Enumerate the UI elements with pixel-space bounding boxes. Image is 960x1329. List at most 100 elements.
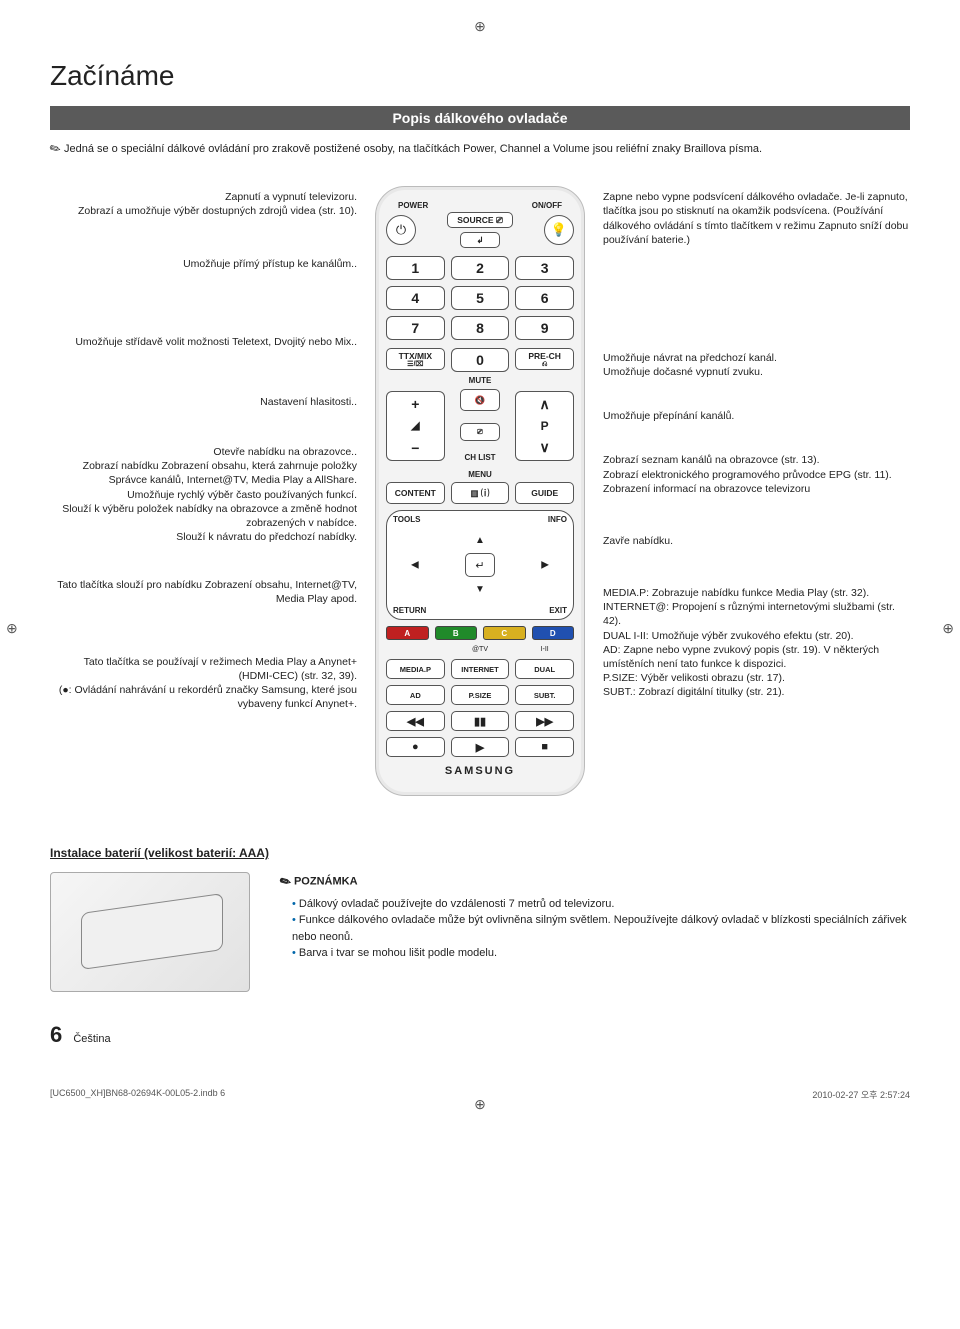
mediap-button[interactable]: MEDIA.P (386, 659, 445, 679)
desc-exit: Zavře nabídku. (603, 534, 910, 548)
ch-label: P (541, 419, 549, 433)
desc-guide-info: Zobrazí seznam kanálů na obrazovce (str.… (603, 453, 910, 496)
light-button[interactable]: 💡 (544, 215, 574, 245)
menu-label: MENU (386, 470, 574, 479)
num-5[interactable]: 5 (451, 286, 510, 310)
power-button[interactable]: ⏻ (386, 215, 416, 245)
tools-button[interactable]: TOOLS (393, 515, 420, 524)
enter-button[interactable]: ↵ (465, 553, 495, 577)
num-1[interactable]: 1 (386, 256, 445, 280)
right-descriptions: Zapne nebo vypne podsvícení dálkového ov… (603, 186, 910, 699)
ch-up-icon: ∧ (540, 396, 550, 413)
ch-down-icon: ∨ (540, 439, 550, 456)
hand-icon: ✎ (46, 138, 65, 159)
volume-rocker[interactable]: + ◢ − (386, 391, 445, 461)
note-box: ✎ POZNÁMKA Dálkový ovladač používejte do… (280, 872, 910, 962)
dual-button[interactable]: DUAL (515, 659, 574, 679)
label-power: POWER (398, 201, 428, 210)
crop-mark-icon: ⊕ (942, 620, 954, 637)
desc-volume: Nastavení hlasitosti.. (50, 395, 357, 409)
battery-illustration (50, 872, 250, 992)
stop-button[interactable]: ■ (515, 737, 574, 757)
enter-icon: ↵ (475, 559, 484, 572)
desc-light: Zapne nebo vypne podsvícení dálkového ov… (603, 190, 910, 247)
source-button[interactable]: SOURCE ⎚ (447, 212, 513, 228)
psize-button[interactable]: P.SIZE (451, 685, 510, 705)
main-grid: Zapnutí a vypnutí televizoru. Zobrazí a … (50, 186, 910, 796)
label-onoff: ON/OFF (532, 201, 562, 210)
dpad: TOOLS INFO RETURN EXIT ▲ ▼ ◀ ▶ ↵ (386, 510, 574, 620)
app-sub-r: I-II (515, 646, 574, 653)
color-c[interactable]: C (483, 626, 526, 640)
color-buttons: A B C D (386, 626, 574, 640)
exit-button[interactable]: EXIT (549, 606, 567, 615)
internet-button[interactable]: INTERNET (451, 659, 510, 679)
color-b[interactable]: B (435, 626, 478, 640)
section-title: Začínáme (50, 60, 910, 92)
crop-mark-icon: ⊕ (6, 620, 18, 637)
num-7[interactable]: 7 (386, 316, 445, 340)
color-d[interactable]: D (532, 626, 575, 640)
num-9[interactable]: 9 (515, 316, 574, 340)
teletext-small-button[interactable]: ⎚ (460, 423, 500, 441)
record-button[interactable]: ● (386, 737, 445, 757)
arrow-left-icon[interactable]: ◀ (411, 560, 419, 571)
channel-rocker[interactable]: ∧ P ∨ (515, 391, 574, 461)
chlist-label: CH LIST (464, 453, 495, 462)
vol-up-icon: + (411, 396, 419, 412)
note-2: Funkce dálkového ovladače může být ovliv… (292, 912, 910, 945)
num-8[interactable]: 8 (451, 316, 510, 340)
note-heading: POZNÁMKA (294, 876, 358, 888)
brand-label: SAMSUNG (386, 765, 574, 777)
return-button[interactable]: RETURN (393, 606, 426, 615)
desc-menu-block: Otevře nabídku na obrazovce.. Zobrazí na… (50, 445, 357, 544)
menu-middle-button[interactable]: ▥ ⒤ (451, 482, 510, 504)
desc-apps: MEDIA.P: Zobrazuje nabídku funkce Media … (603, 586, 910, 699)
mute-button[interactable]: 🔇 (460, 389, 500, 411)
left-descriptions: Zapnutí a vypnutí televizoru. Zobrazí a … (50, 186, 357, 711)
source-sub-button[interactable]: ↲ (460, 232, 500, 248)
desc-power-source: Zapnutí a vypnutí televizoru. Zobrazí a … (50, 190, 357, 218)
note-1: Dálkový ovladač používejte do vzdálenost… (292, 896, 910, 913)
arrow-up-icon[interactable]: ▲ (475, 535, 485, 546)
page-number: 6 Čeština (50, 1022, 910, 1048)
subt-button[interactable]: SUBT. (515, 685, 574, 705)
desc-prech-mute: Umožňuje návrat na předchozí kanál. Umož… (603, 351, 910, 379)
remote-control: POWER ON/OFF ⏻ SOURCE ⎚ ↲ 💡 1 2 3 4 5 6 … (375, 186, 585, 796)
footer-date: 2010-02-27 오후 2:57:24 (812, 1088, 910, 1101)
crop-mark-icon: ⊕ (474, 1096, 486, 1113)
arrow-down-icon[interactable]: ▼ (475, 584, 485, 595)
crop-mark-icon: ⊕ (474, 18, 486, 35)
install-title: Instalace baterií (velikost baterií: AAA… (50, 846, 910, 860)
mute-icon: 🔇 (475, 395, 486, 406)
color-a[interactable]: A (386, 626, 429, 640)
desc-color-buttons: Tato tlačítka slouží pro nabídku Zobraze… (50, 578, 357, 606)
guide-button[interactable]: GUIDE (515, 482, 574, 504)
num-3[interactable]: 3 (515, 256, 574, 280)
num-4[interactable]: 4 (386, 286, 445, 310)
content-button[interactable]: CONTENT (386, 482, 445, 504)
desc-direct-channel: Umožňuje přímý přístup ke kanálům.. (50, 257, 357, 271)
number-pad: 1 2 3 4 5 6 7 8 9 (386, 256, 574, 340)
app-sub-l (386, 646, 445, 653)
arrow-right-icon[interactable]: ▶ (541, 560, 549, 571)
prech-button[interactable]: PRE-CH ⎌ (515, 348, 574, 370)
intro-body: Jedná se o speciální dálkové ovládání pr… (64, 143, 762, 155)
power-icon: ⏻ (396, 222, 406, 238)
num-0[interactable]: 0 (451, 348, 510, 372)
info-button[interactable]: INFO (548, 515, 567, 524)
ad-button[interactable]: AD (386, 685, 445, 705)
pause-button[interactable]: ▮▮ (451, 711, 510, 731)
play-button[interactable]: ▶ (451, 737, 510, 757)
rewind-button[interactable]: ◀◀ (386, 711, 445, 731)
num-2[interactable]: 2 (451, 256, 510, 280)
desc-channel: Umožňuje přepínání kanálů. (603, 409, 910, 423)
ttx-button[interactable]: TTX/MIX ☰/⌧ (386, 348, 445, 370)
note-3: Barva i tvar se mohou lišit podle modelu… (292, 945, 910, 962)
desc-playback: Tato tlačítka se používají v režimech Me… (50, 655, 357, 712)
num-6[interactable]: 6 (515, 286, 574, 310)
hand-icon: ✎ (276, 871, 295, 893)
install-section: Instalace baterií (velikost baterií: AAA… (50, 846, 910, 992)
ffwd-button[interactable]: ▶▶ (515, 711, 574, 731)
footer-file: [UC6500_XH]BN68-02694K-00L05-2.indb 6 (50, 1088, 225, 1101)
